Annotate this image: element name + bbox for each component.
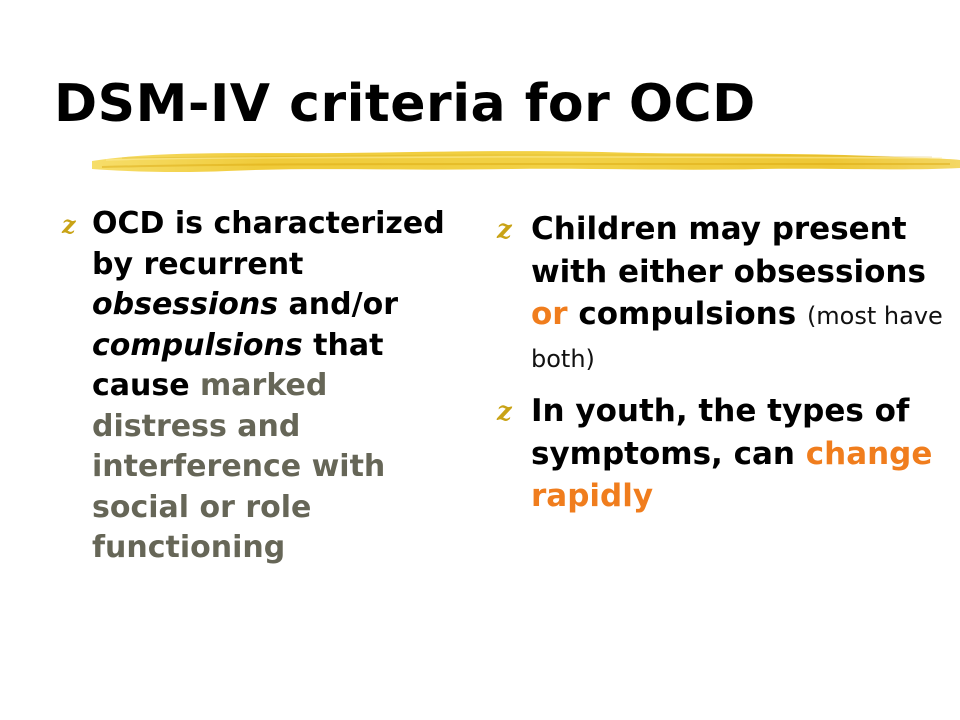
slide-title: DSM-IV criteria for OCD (54, 74, 756, 134)
z-bullet-icon: z (497, 215, 512, 245)
left-text-part-5: that cause (92, 327, 384, 404)
right-bullet-1: z Children may present with either obses… (497, 208, 960, 378)
right-bullet-2-part-1: In youth, the types of symptoms, can (531, 393, 910, 472)
left-bullet: z OCD is characterized by recurrent obse… (62, 204, 452, 569)
right-bullet-1-part-2: or (531, 296, 568, 332)
highlighter-stroke (92, 151, 960, 173)
right-bullet-1-part-4: (most have both) (531, 302, 943, 373)
right-content-column: z Children may present with either obses… (497, 208, 960, 518)
left-text-part-2: obsessions (92, 287, 279, 322)
left-bullet-text: OCD is characterized by recurrent obsess… (92, 204, 448, 569)
left-text-part-3: and/or (278, 287, 398, 322)
right-bullet-2-part-2: change rapidly (531, 435, 933, 515)
right-bullet-2: z In youth, the types of symptoms, can c… (497, 390, 960, 518)
z-bullet-icon: z (497, 397, 512, 427)
left-text-part-1: OCD is characterized by recurrent (92, 206, 445, 282)
right-bullet-2-text: In youth, the types of symptoms, can cha… (531, 390, 960, 518)
right-bullet-1-part-1: Children may present with either obsessi… (531, 211, 926, 290)
left-text-part-6: marked distress and interference with so… (92, 368, 386, 565)
z-bullet-icon: z (62, 210, 76, 239)
right-bullet-1-text: Children may present with either obsessi… (531, 208, 960, 378)
left-text-part-4: compulsions (92, 327, 303, 363)
right-bullet-1-part-3: compulsions (567, 296, 807, 332)
left-content-column: z OCD is characterized by recurrent obse… (62, 204, 452, 569)
